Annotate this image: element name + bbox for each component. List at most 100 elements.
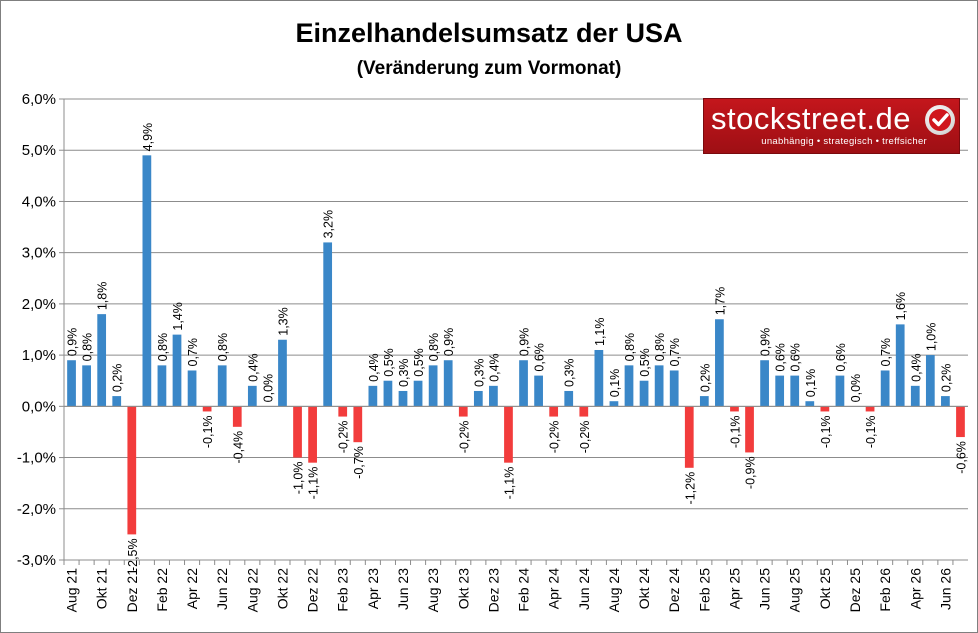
bar [217, 365, 227, 407]
bar [293, 406, 302, 458]
data-label: 0,3% [563, 358, 577, 387]
x-tick-label: Feb 22 [154, 568, 170, 612]
bar [895, 324, 905, 407]
bar [534, 375, 543, 407]
x-tick-label: Jun 23 [395, 568, 411, 610]
stockstreet-logo: stockstreet.de unabhängig • strategisch … [703, 98, 960, 154]
bar [654, 365, 664, 407]
x-tick-label: Feb 26 [877, 568, 893, 612]
x-tick-label: Jun 22 [214, 568, 230, 610]
x-tick-label: Dez 23 [485, 568, 501, 613]
bar [247, 385, 257, 407]
data-label: 0,5% [382, 348, 396, 377]
data-label: 0,1% [608, 369, 622, 398]
axes [59, 98, 968, 565]
x-tick-label: Dez 25 [847, 568, 863, 613]
y-tick-label: 3,0% [22, 245, 56, 262]
data-label: -1,0% [292, 462, 306, 495]
data-label: 0,3% [472, 358, 486, 387]
data-label: -2,5% [126, 538, 140, 571]
x-tick-label: Aug 22 [244, 568, 260, 613]
data-label: 0,8% [81, 333, 95, 362]
bar [624, 365, 634, 407]
data-label: 1,1% [593, 317, 607, 346]
bar [579, 406, 589, 417]
x-tick-label: Apr 24 [546, 568, 562, 609]
bar [941, 396, 950, 407]
bars [67, 155, 965, 535]
data-label: -1,1% [307, 467, 321, 500]
data-label: 1,3% [276, 307, 290, 336]
data-label: 0,5% [412, 348, 426, 377]
data-label: -0,1% [728, 415, 742, 448]
data-label: -0,2% [457, 421, 471, 454]
y-tick-label: 1,0% [22, 347, 56, 364]
bar [323, 242, 333, 407]
data-label: -0,2% [337, 421, 351, 454]
bar [594, 349, 604, 407]
check-icon [925, 105, 955, 135]
data-label: 3,2% [322, 210, 336, 239]
bar [413, 380, 423, 407]
data-label: 0,8% [156, 333, 170, 362]
bar [458, 406, 468, 417]
bar [519, 360, 528, 407]
data-label: 0,5% [638, 348, 652, 377]
x-tick-label: Okt 22 [274, 568, 290, 609]
bar [142, 155, 152, 407]
data-label: 0,8% [216, 333, 230, 362]
bar [609, 401, 619, 407]
bar [790, 375, 800, 407]
bar [865, 406, 875, 412]
data-label: 0,7% [879, 338, 893, 367]
x-tick-label: Okt 24 [636, 568, 652, 609]
bar [202, 406, 212, 412]
x-tick-label: Jun 26 [937, 568, 953, 610]
data-label: -0,1% [819, 415, 833, 448]
data-label: 0,4% [367, 353, 381, 382]
data-label: 0,6% [533, 343, 547, 372]
data-label: -0,6% [954, 441, 968, 474]
x-tick-label: Dez 24 [666, 568, 682, 613]
data-labels: 0,9% 0,8%1,8%0,2%-2,5%4,9%0,8%1,4%0,7%-0,… [66, 123, 969, 571]
data-label: 4,9% [141, 123, 155, 152]
y-tick-label: 4,0% [22, 193, 56, 210]
bar [428, 365, 438, 407]
bar [97, 314, 107, 407]
x-tick-label: Okt 25 [817, 568, 833, 609]
y-tick-label: 0,0% [22, 398, 56, 415]
bar [549, 406, 559, 417]
y-tick-label: 5,0% [22, 142, 56, 159]
x-tick-label: Aug 24 [606, 568, 622, 613]
data-label: -0,4% [231, 431, 245, 464]
data-label: 0,0% [849, 374, 863, 403]
x-tick-label: Dez 21 [124, 568, 140, 613]
bar [925, 355, 935, 407]
bar [639, 380, 649, 407]
bar [398, 390, 408, 407]
data-label: 0,7% [186, 338, 200, 367]
x-axis-labels: Aug 21 Okt 21 Dez 21 Feb 22 Apr 22 Jun 22 Aug … [64, 568, 954, 613]
data-label: 0,6% [789, 343, 803, 372]
bar [112, 396, 122, 407]
bar [699, 396, 709, 407]
data-label: 0,8% [427, 333, 441, 362]
y-axis-labels: 6,0% 5,0% 4,0% 3,0% 2,0% 1,0% 0,0% -1,0% -2,0% -3… [17, 91, 56, 569]
data-label: 1,0% [924, 323, 938, 352]
bar [910, 385, 920, 407]
bar [684, 406, 694, 468]
data-label: 0,8% [623, 333, 637, 362]
bar [368, 385, 378, 407]
data-label: 0,6% [774, 343, 788, 372]
logo-tagline: unabhängig • strategisch • treffsicher [761, 136, 927, 147]
bar [775, 375, 785, 407]
x-tick-label: Okt 23 [455, 568, 471, 609]
chart-subtitle: (Veränderung zum Vormonat) [356, 58, 622, 79]
bar [669, 370, 679, 407]
data-label: 0,9% [518, 328, 532, 357]
data-label: 0,2% [939, 364, 953, 393]
data-label: 0,9% [66, 328, 80, 357]
bar [805, 401, 815, 407]
bar [278, 339, 287, 407]
